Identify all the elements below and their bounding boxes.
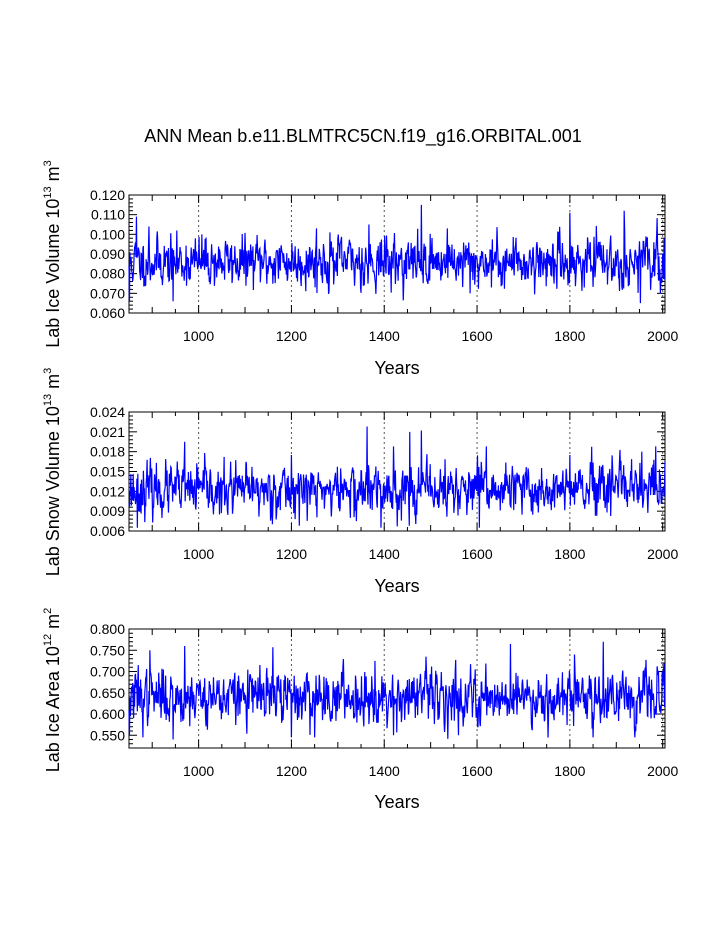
ice-area-series-line bbox=[128, 641, 666, 740]
ice-area-x-tick-label: 1200 bbox=[276, 763, 307, 779]
snow-volume-x-tick-label: 1000 bbox=[183, 546, 214, 562]
ice-area-x-tick-label: 1800 bbox=[554, 763, 585, 779]
ice-area-y-tick-label: 0.600 bbox=[90, 706, 125, 722]
ice-volume-y-axis-label: Lab Ice Volume 1013 m3 bbox=[42, 160, 63, 347]
ice-volume-y-tick-label: 0.120 bbox=[90, 187, 125, 203]
ice-area-x-tick-label: 2000 bbox=[647, 763, 678, 779]
ice-area-y-tick-label: 0.750 bbox=[90, 642, 125, 658]
figure-title: ANN Mean b.e11.BLMTRC5CN.f19_g16.ORBITAL… bbox=[144, 126, 582, 147]
ice-volume-x-tick-labels: 1000 1200 1400 1600 1800 2000 bbox=[183, 328, 678, 344]
ice-volume-x-tick-label: 1200 bbox=[276, 328, 307, 344]
ice-volume-y-tick-label: 0.090 bbox=[90, 246, 125, 262]
ice-area-y-tick-label: 0.650 bbox=[90, 685, 125, 701]
snow-volume-y-tick-label: 0.018 bbox=[90, 444, 125, 460]
snow-volume-y-tick-label: 0.009 bbox=[90, 503, 125, 519]
ice-volume-y-tick-label: 0.080 bbox=[90, 266, 125, 282]
ice-area-x-tick-labels: 1000 1200 1400 1600 1800 2000 bbox=[183, 763, 678, 779]
ice-volume-panel: 0.060 0.070 0.080 0.090 0.100 0.110 0.120 1000… bbox=[42, 160, 678, 378]
snow-volume-x-tick-label: 2000 bbox=[647, 546, 678, 562]
snow-volume-y-tick-label: 0.015 bbox=[90, 464, 125, 480]
ice-area-y-tick-label: 0.700 bbox=[90, 664, 125, 680]
snow-volume-x-axis-label: Years bbox=[374, 576, 419, 596]
ice-volume-x-tick-label: 1600 bbox=[461, 328, 492, 344]
ice-area-y-axis-label: Lab Ice Area 1012 m2 bbox=[42, 608, 63, 772]
ice-volume-y-tick-label: 0.060 bbox=[90, 305, 125, 321]
ice-volume-x-axis-label: Years bbox=[374, 358, 419, 378]
snow-volume-x-tick-label: 1400 bbox=[369, 546, 400, 562]
ice-volume-ticks bbox=[129, 194, 665, 314]
ice-volume-series-line bbox=[128, 204, 666, 304]
snow-volume-x-tick-label: 1600 bbox=[461, 546, 492, 562]
snow-volume-y-tick-label: 0.024 bbox=[90, 404, 125, 420]
ice-volume-x-tick-label: 1800 bbox=[554, 328, 585, 344]
ice-area-y-tick-label: 0.550 bbox=[90, 727, 125, 743]
snow-volume-x-tick-labels: 1000 1200 1400 1600 1800 2000 bbox=[183, 546, 678, 562]
snow-volume-x-tick-label: 1800 bbox=[554, 546, 585, 562]
ice-volume-plot-frame bbox=[128, 194, 666, 314]
ice-volume-y-tick-labels: 0.060 0.070 0.080 0.090 0.100 0.110 0.120 bbox=[90, 187, 125, 321]
snow-volume-panel: 0.006 0.009 0.012 0.015 0.018 0.021 0.024 1000… bbox=[42, 368, 678, 596]
ice-volume-y-tick-label: 0.110 bbox=[91, 207, 125, 223]
ice-area-x-tick-label: 1400 bbox=[369, 763, 400, 779]
ice-area-y-tick-label: 0.800 bbox=[90, 621, 125, 637]
snow-volume-y-tick-label: 0.012 bbox=[90, 483, 125, 499]
snow-volume-series-line bbox=[128, 426, 666, 528]
snow-volume-y-tick-label: 0.021 bbox=[90, 424, 125, 440]
ice-volume-x-tick-label: 1000 bbox=[183, 328, 214, 344]
ice-area-y-tick-labels: 0.550 0.600 0.650 0.700 0.750 0.800 bbox=[90, 621, 125, 743]
ice-volume-x-tick-label: 2000 bbox=[647, 328, 678, 344]
ice-area-x-tick-label: 1600 bbox=[461, 763, 492, 779]
snow-volume-y-tick-labels: 0.006 0.009 0.012 0.015 0.018 0.021 0.024 bbox=[90, 404, 125, 539]
ice-area-x-tick-label: 1000 bbox=[183, 763, 214, 779]
ice-area-x-axis-label: Years bbox=[374, 792, 419, 812]
snow-volume-y-axis-label: Lab Snow Volume 1013 m3 bbox=[42, 368, 63, 577]
ice-volume-x-tick-label: 1400 bbox=[369, 328, 400, 344]
snow-volume-x-tick-label: 1200 bbox=[276, 546, 307, 562]
ice-volume-y-tick-label: 0.070 bbox=[90, 285, 125, 301]
snow-volume-y-tick-label: 0.006 bbox=[90, 523, 125, 539]
ice-volume-y-tick-label: 0.100 bbox=[90, 226, 125, 242]
